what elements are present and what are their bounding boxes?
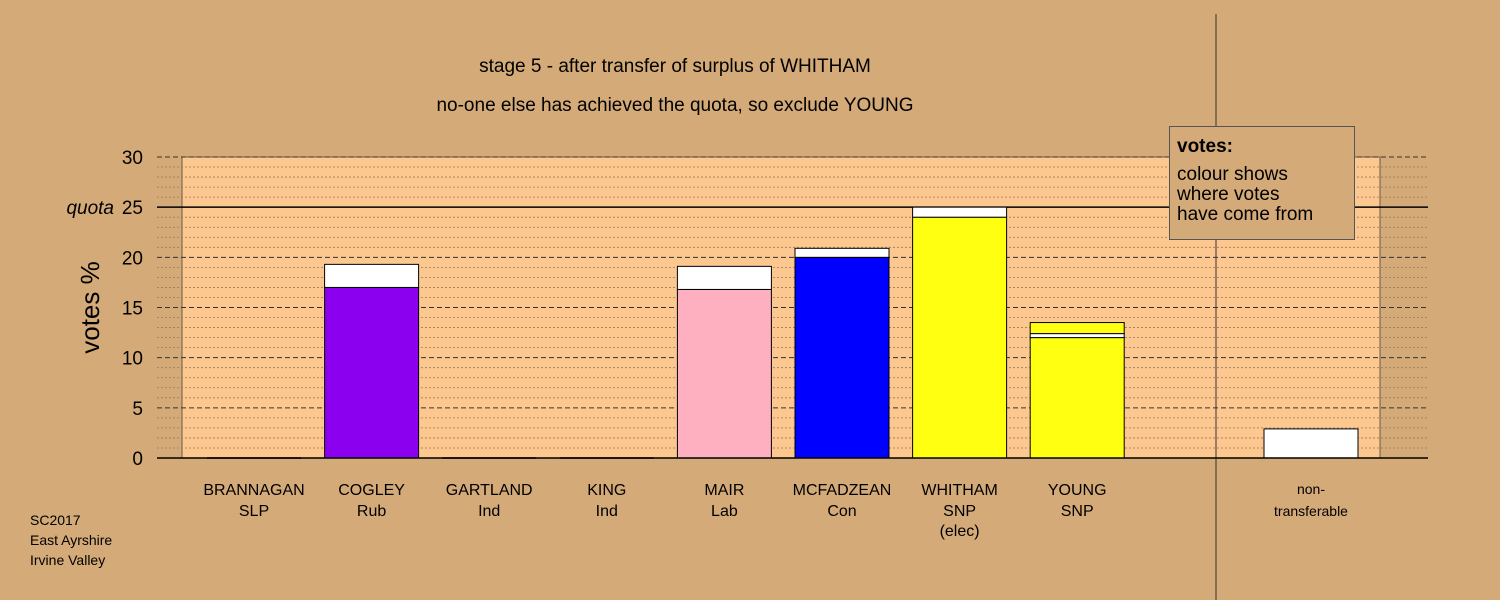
bar-transfer-mcfadzean — [794, 247, 890, 258]
nontransferable-label-1: non- — [1297, 481, 1325, 497]
bar-transfer-cogley — [324, 263, 420, 288]
chart-title: stage 5 - after transfer of surplus of W… — [479, 56, 871, 77]
bar-own-cogley — [324, 286, 420, 459]
legend-box: votes: colour shows where votes have com… — [1169, 126, 1355, 240]
candidate-name: BRANNAGAN — [203, 482, 304, 499]
y-tick-label: 20 — [122, 248, 143, 269]
bar-transfer-young — [1029, 322, 1125, 335]
candidate-name: MAIR — [704, 482, 744, 499]
legend-line-1: colour shows — [1177, 164, 1288, 185]
bar-nontransferable — [1263, 428, 1359, 459]
y-tick-label: 5 — [132, 399, 143, 420]
candidate-name: MCFADZEAN — [793, 482, 892, 499]
legend-line-3: have come from — [1177, 204, 1314, 225]
candidate-name: COGLEY — [338, 482, 405, 499]
bar-own-whitham — [912, 216, 1008, 459]
bar-transfer-mair — [676, 265, 772, 290]
y-axis-label: votes % — [75, 261, 105, 354]
candidate-party: Ind — [478, 503, 500, 520]
candidate-party: Rub — [357, 503, 386, 520]
legend-title: votes: — [1177, 136, 1233, 157]
y-tick-label: 25 — [122, 198, 143, 219]
bar-own-mcfadzean — [794, 256, 890, 459]
legend-line-2: where votes — [1177, 184, 1280, 205]
candidate-name: GARTLAND — [446, 482, 533, 499]
bar-own-mair — [676, 288, 772, 459]
footer-line-3: Irvine Valley — [30, 552, 105, 568]
candidate-name: KING — [587, 482, 626, 499]
candidate-party: SLP — [239, 503, 269, 520]
footer-line-1: SC2017 — [30, 512, 81, 528]
candidate-party: Con — [827, 503, 856, 520]
y-tick-label: 10 — [122, 349, 143, 370]
bar-transfer-prev-young — [1029, 333, 1125, 339]
footer-line-2: East Ayrshire — [30, 532, 112, 548]
quota-label: quota — [66, 198, 114, 219]
nontransferable-label-2: transferable — [1274, 503, 1348, 519]
candidate-party: Ind — [596, 503, 618, 520]
candidate-status: (elec) — [940, 523, 980, 540]
bar-transfer-whitham — [912, 206, 1008, 218]
candidate-party: SNP — [1061, 503, 1094, 520]
y-tick-label: 30 — [122, 148, 143, 169]
bar-own-young — [1029, 337, 1125, 459]
candidate-name: WHITHAM — [921, 482, 997, 499]
y-tick-label: 0 — [132, 449, 143, 470]
candidate-party: Lab — [711, 503, 738, 520]
chart-subtitle: no-one else has achieved the quota, so e… — [436, 95, 913, 116]
y-tick-label: 15 — [122, 299, 143, 320]
candidate-party: SNP — [943, 503, 976, 520]
candidate-name: YOUNG — [1048, 482, 1107, 499]
